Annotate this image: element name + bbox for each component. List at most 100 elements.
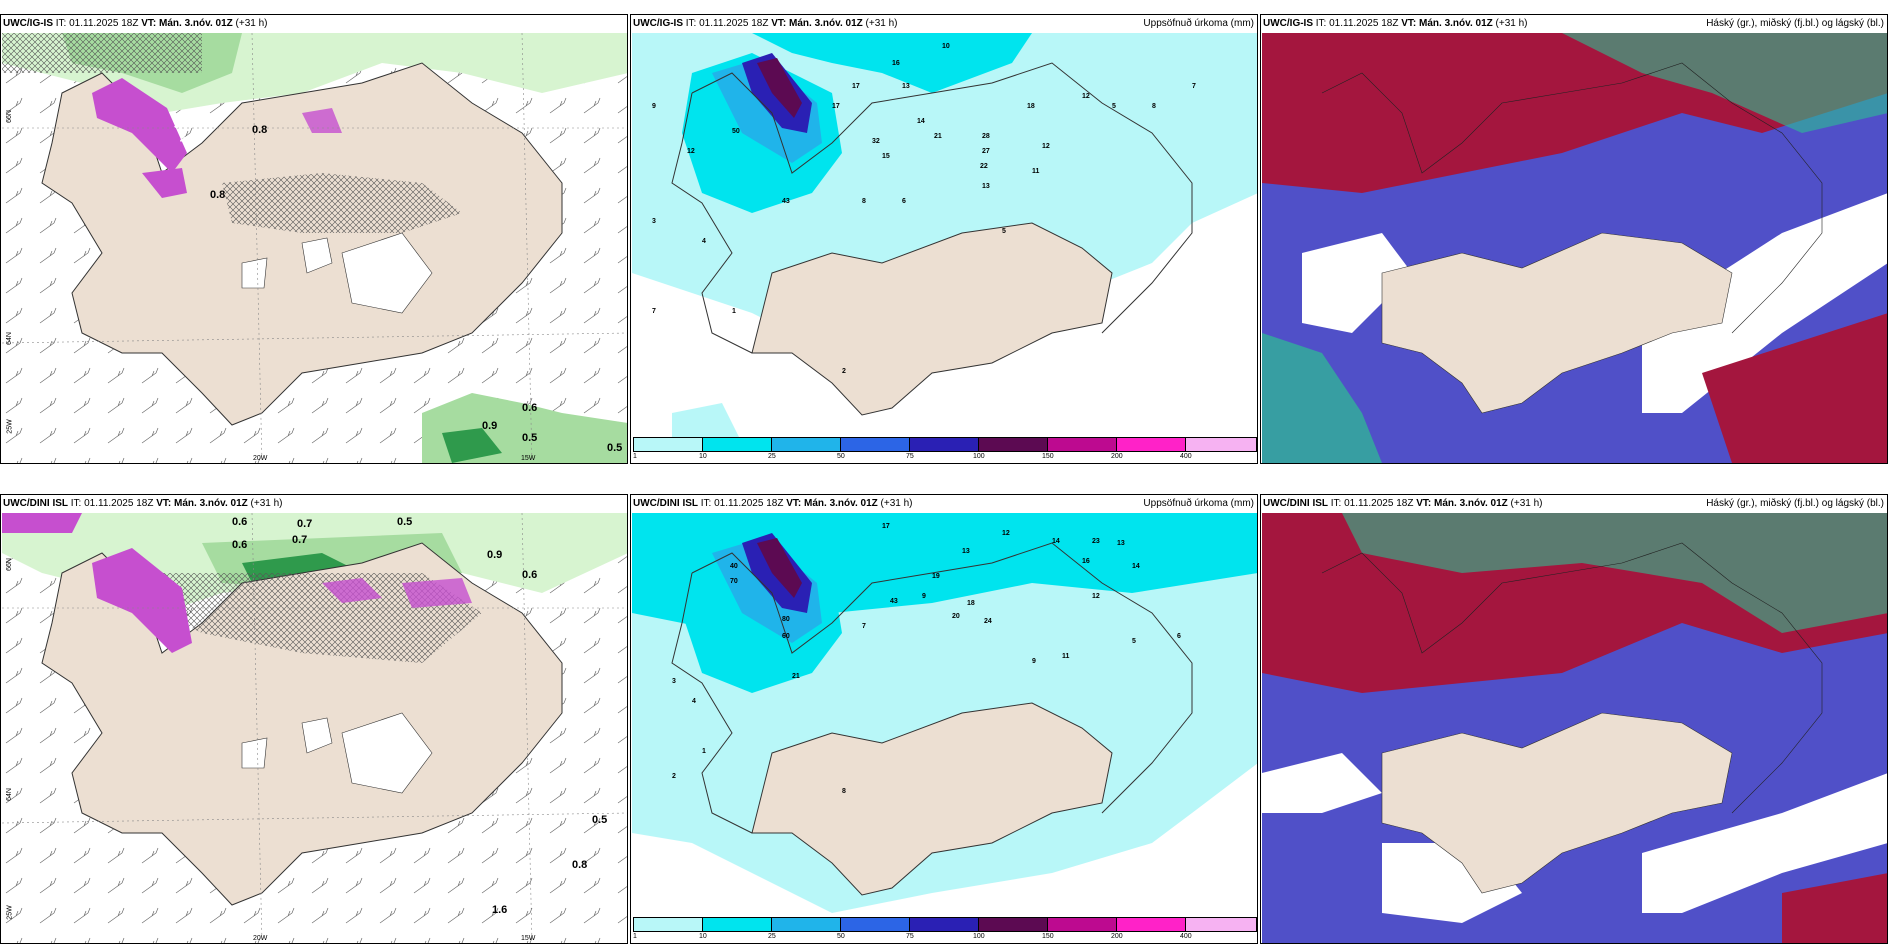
precip-value: 50: [732, 128, 740, 135]
panel-header: UWC/IG-IS IT: 01.11.2025 18Z VT: Mán. 3.…: [1263, 18, 1528, 29]
precip-value: 80: [782, 616, 790, 623]
ptype-value: 0.6: [232, 539, 247, 551]
precip-map: 17 12 13 14 23 13 16 19 14 43 9 20 24 18…: [632, 513, 1257, 923]
cloud-title: Háský (gr.), miðský (fj.bl.) og lágský (…: [1706, 498, 1884, 509]
ptype-value: 0.8: [252, 124, 267, 136]
precip-value: 8: [862, 198, 866, 205]
colorbar-tick: 10: [699, 453, 707, 460]
precip-title: Uppsöfnuð úrkoma (mm): [1143, 498, 1254, 509]
precip-value: 12: [1042, 143, 1050, 150]
colorbar-tick: 150: [1042, 453, 1054, 460]
colorbar-tick: 100: [973, 933, 985, 940]
precip-value: 19: [932, 573, 940, 580]
colorbar-tick: 1: [633, 453, 637, 460]
precip-value: 8: [1152, 103, 1156, 110]
precip-value: 7: [652, 308, 656, 315]
lon-label: 25W: [6, 419, 14, 434]
ptype-value: 1.6: [492, 904, 507, 916]
precip-value: 9: [1032, 658, 1036, 665]
ptype-value: 0.6: [522, 569, 537, 581]
colorbar-tick: 400: [1180, 453, 1192, 460]
ptype-value: 0.6: [522, 402, 537, 414]
ptype-value: 0.5: [522, 432, 537, 444]
lon-label: 20W: [253, 455, 268, 462]
lat-label: 66N: [5, 110, 13, 123]
precip-value: 10: [942, 43, 950, 50]
ptype-panel-top: UWC/IG-IS IT: 01.11.2025 18Z VT: Mán. 3.…: [0, 14, 628, 464]
precip-value: 7: [1192, 83, 1196, 90]
colorbar-tick: 400: [1180, 933, 1192, 940]
lat-label: 64N: [5, 788, 13, 801]
precip-colorbar: 1 10 25 50 75 100 150 200 400: [633, 437, 1257, 461]
ptype-value: 0.5: [592, 814, 607, 826]
precip-value: 7: [862, 623, 866, 630]
ptype-value: 0.8: [572, 859, 587, 871]
lon-label: 15W: [521, 455, 536, 462]
precip-value: 23: [1092, 538, 1100, 545]
precip-value: 21: [934, 133, 942, 140]
precip-value: 13: [1117, 540, 1125, 547]
colorbar-tick: 25: [768, 933, 776, 940]
precip-value: 6: [1177, 633, 1181, 640]
precip-value: 15: [882, 153, 890, 160]
precip-panel-bottom: UWC/DINI ISL IT: 01.11.2025 18Z VT: Mán.…: [630, 494, 1258, 944]
ptype-value: 3.6: [174, 120, 188, 131]
precip-value: 28: [982, 133, 990, 140]
colorbar-tick: 10: [699, 933, 707, 940]
precip-value: 17: [882, 523, 890, 530]
precip-value: 20: [952, 613, 960, 620]
panel-header: UWC/DINI ISL IT: 01.11.2025 18Z VT: Mán.…: [3, 498, 283, 509]
precip-value: 43: [782, 198, 790, 205]
panel-header: UWC/IG-IS IT: 01.11.2025 18Z VT: Mán. 3.…: [3, 18, 268, 29]
precip-value: 3: [672, 678, 676, 685]
precip-value: 17: [832, 103, 840, 110]
cloud-map: [1262, 33, 1887, 463]
colorbar-tick: 200: [1111, 453, 1123, 460]
precip-value: 60: [782, 633, 790, 640]
precip-value: 5: [1002, 228, 1006, 235]
lon-label: 20W: [253, 935, 268, 942]
precip-value: 9: [922, 593, 926, 600]
precip-value: 9: [652, 103, 656, 110]
precip-value: 4: [702, 238, 706, 245]
precip-panel-top: UWC/IG-IS IT: 01.11.2025 18Z VT: Mán. 3.…: [630, 14, 1258, 464]
precip-value: 14: [917, 118, 925, 125]
precip-value: 12: [1082, 93, 1090, 100]
precip-value: 17: [852, 83, 860, 90]
precip-colorbar: 1 10 25 50 75 100 150 200 400: [633, 917, 1257, 941]
ptype-value: 0.7: [292, 534, 307, 546]
precip-value: 24: [984, 618, 992, 625]
colorbar-tick: 100: [973, 453, 985, 460]
precip-map: 10 16 17 13 9 8 17 12 5 7 18 32 15 14 21…: [632, 33, 1257, 443]
precip-value: 2: [842, 368, 846, 375]
precip-value: 1: [702, 748, 706, 755]
panel-header: UWC/DINI ISL IT: 01.11.2025 18Z VT: Mán.…: [1263, 498, 1543, 509]
precip-value: 16: [1082, 558, 1090, 565]
ptype-value: 0.6: [232, 516, 247, 528]
ptype-value: 4.5: [180, 135, 194, 146]
colorbar-tick: 75: [906, 453, 914, 460]
ptype-value: 0.8: [210, 189, 225, 201]
precip-value: 4: [692, 698, 696, 705]
ptype-map: 0.8 0.8 0.6 0.9 0.5 0.5 3.6 4.5: [2, 33, 627, 463]
panel-header: UWC/IG-IS IT: 01.11.2025 18Z VT: Mán. 3.…: [633, 18, 898, 29]
ptype-map: 0.6 0.6 0.7 0.5 0.9 0.7 0.6 0.5 0.8 1.6: [2, 513, 627, 943]
precip-value: 14: [1052, 538, 1060, 545]
ptype-value: 0.9: [487, 549, 502, 561]
precip-value: 22: [980, 163, 988, 170]
precip-value: 5: [1132, 638, 1136, 645]
lat-label: 66N: [5, 558, 13, 571]
precip-title: Uppsöfnuð úrkoma (mm): [1143, 18, 1254, 29]
colorbar-tick: 25: [768, 453, 776, 460]
precip-value: 12: [1002, 530, 1010, 537]
cloud-panel-top: UWC/IG-IS IT: 01.11.2025 18Z VT: Mán. 3.…: [1260, 14, 1888, 464]
colorbar-tick: 150: [1042, 933, 1054, 940]
ptype-value: 0.7: [297, 518, 312, 530]
precip-value: 32: [872, 138, 880, 145]
panel-header: UWC/DINI ISL IT: 01.11.2025 18Z VT: Mán.…: [633, 498, 913, 509]
ptype-value: 0.5: [397, 516, 412, 528]
colorbar-tick: 75: [906, 933, 914, 940]
cloud-map: [1262, 513, 1887, 943]
precip-value: 12: [1092, 593, 1100, 600]
colorbar-tick: 50: [837, 453, 845, 460]
